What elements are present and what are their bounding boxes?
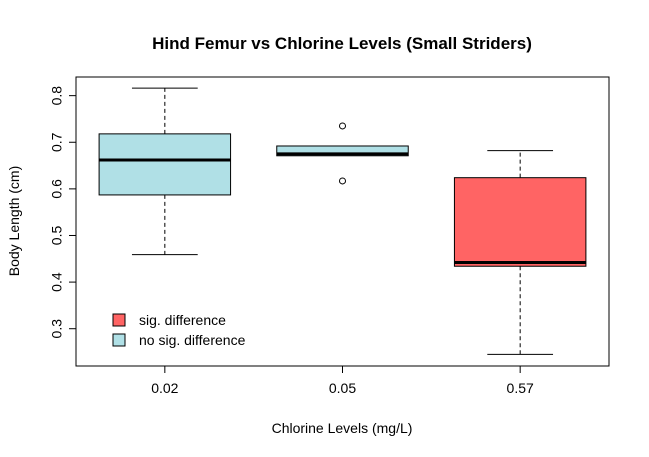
legend: sig. difference no sig. difference bbox=[112, 312, 246, 348]
outlier-point bbox=[339, 122, 346, 130]
x-axis: 0.02 0.05 0.57 bbox=[151, 365, 534, 396]
legend-swatch bbox=[112, 313, 126, 327]
box-group-0-57 bbox=[453, 150, 587, 355]
y-tick-label: 0.7 bbox=[49, 132, 65, 152]
outlier-point bbox=[339, 177, 346, 185]
x-tick-label: 0.57 bbox=[507, 380, 534, 396]
x-axis-label: Chlorine Levels (mg/L) bbox=[272, 420, 413, 436]
chart-title: Hind Femur vs Chlorine Levels (Small Str… bbox=[152, 34, 532, 53]
box-group-0-02 bbox=[98, 87, 232, 256]
iqr-box bbox=[453, 177, 587, 267]
y-tick-label: 0.6 bbox=[49, 179, 65, 199]
x-tick-label: 0.02 bbox=[151, 380, 178, 396]
y-axis-label: Body Length (cm) bbox=[6, 166, 22, 277]
x-tick-label: 0.05 bbox=[329, 380, 356, 396]
y-tick-label: 0.4 bbox=[49, 272, 65, 292]
y-tick-label: 0.8 bbox=[49, 86, 65, 106]
box-group-0-05 bbox=[276, 122, 409, 185]
iqr-box bbox=[276, 145, 409, 157]
boxes-layer bbox=[98, 87, 587, 355]
iqr-box bbox=[98, 133, 232, 196]
legend-swatch bbox=[112, 333, 126, 347]
y-tick-label: 0.5 bbox=[49, 226, 65, 246]
y-tick-label: 0.3 bbox=[49, 319, 65, 339]
y-axis: 0.3 0.4 0.5 0.6 0.7 0.8 bbox=[49, 86, 77, 339]
legend-entry-label: sig. difference bbox=[139, 312, 226, 328]
legend-entry-label: no sig. difference bbox=[139, 332, 246, 348]
